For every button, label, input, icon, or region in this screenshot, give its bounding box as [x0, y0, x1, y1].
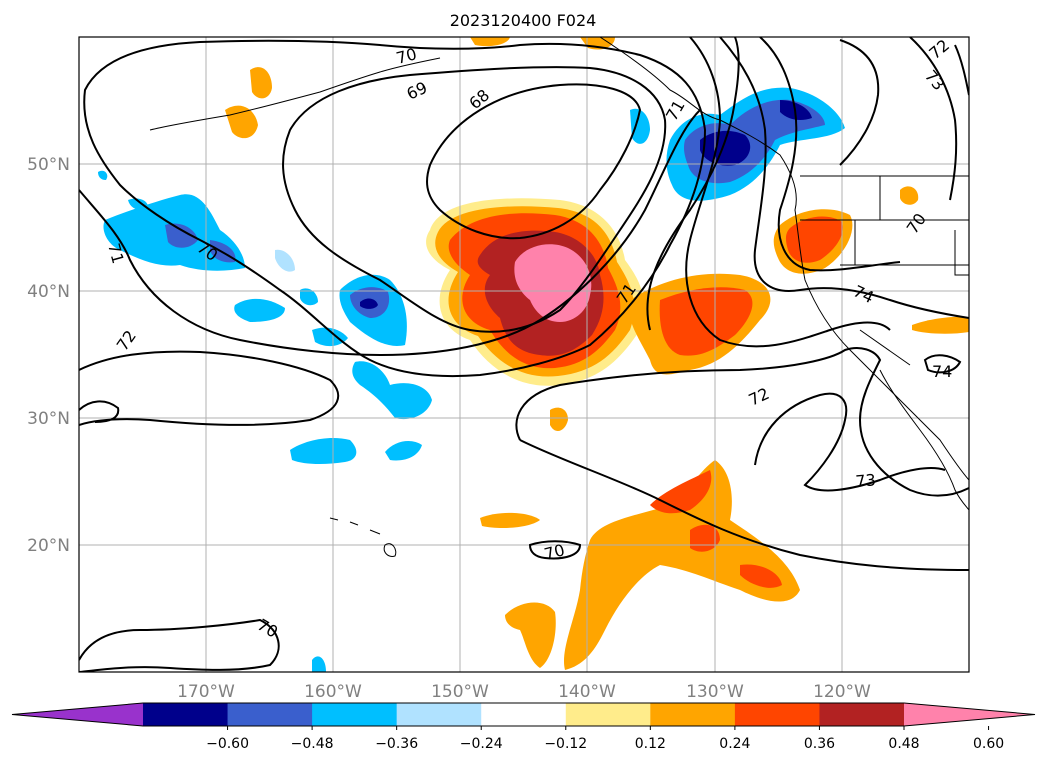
colorbar-segment	[312, 703, 398, 726]
cold-anomaly-west-10	[300, 288, 318, 306]
colorbar-extend-max	[904, 703, 1035, 726]
colorbar-segment	[565, 703, 651, 726]
contour-72	[79, 350, 340, 426]
colorbar-tick-label: 0.48	[888, 736, 919, 752]
colorbar-tick-label: 0.60	[973, 736, 1004, 752]
colorbar-tick-label: 0.24	[719, 736, 750, 752]
contour-69	[282, 66, 667, 333]
cold-anomaly-west-2-navy	[360, 298, 378, 309]
contour-label: 73	[855, 470, 877, 491]
colorbar-tick-label: −0.36	[375, 736, 418, 752]
contour-outer-south	[519, 439, 969, 571]
cold-anomaly-west-9	[275, 249, 295, 272]
colorbar-segment	[227, 703, 313, 726]
graticule	[79, 37, 969, 672]
contour-74-east	[923, 354, 962, 374]
lat-tick-label: 20°N	[27, 536, 70, 556]
colorbar-tick-label: −0.48	[291, 736, 334, 752]
contour-74	[719, 37, 969, 319]
contour-73-south	[754, 392, 946, 492]
cold-anomaly-bc-navy	[700, 100, 812, 166]
map-panel: 70 73 69 68 71 70 71 72 71 74 72 74 73 7…	[78, 36, 970, 673]
cold-anomaly-west-7	[385, 440, 422, 461]
contour-68	[426, 83, 642, 240]
lon-tick-label: 160°W	[304, 682, 362, 702]
longitude-labels: 170°W 160°W 150°W 140°W 130°W 120°W	[177, 682, 871, 702]
colorbar-segment	[396, 703, 482, 726]
lon-tick-label: 140°W	[558, 682, 616, 702]
lon-tick-label: 150°W	[431, 682, 489, 702]
figure-title: 2023120400 F024	[450, 11, 597, 30]
contour-75	[759, 37, 901, 272]
coastline-hawaii	[329, 517, 397, 557]
coastline-aleutians	[149, 57, 441, 131]
warm-anomaly-north-1	[250, 67, 272, 99]
cold-anomaly-west-6	[290, 438, 357, 465]
colorbar-segment	[734, 703, 820, 726]
contour-label: 71	[104, 241, 128, 266]
warm-anomaly-small-1	[480, 512, 540, 528]
contour-70	[83, 39, 707, 378]
warm-anomaly-nevada	[900, 186, 919, 205]
lat-tick-label: 40°N	[27, 282, 70, 302]
contour-72b	[646, 37, 740, 331]
state-borders	[800, 175, 969, 366]
lat-tick-label: 30°N	[27, 409, 70, 429]
cold-anomaly-west-8	[630, 108, 650, 144]
contour-label: 70	[394, 44, 419, 68]
contour-70-small	[528, 540, 582, 560]
colorbar-tick-label: 0.36	[804, 736, 835, 752]
anomaly-shading	[98, 37, 969, 672]
colorbar-segment	[481, 703, 567, 726]
latitude-labels: 50°N 40°N 30°N 20°N	[27, 155, 70, 556]
colorbar-tick-label: 0.12	[635, 736, 666, 752]
coastlines	[149, 37, 969, 557]
coastline-north-america	[599, 37, 969, 481]
contour-south-arc	[515, 347, 969, 497]
contour-73	[685, 37, 891, 348]
colorbar-tick-label: −0.12	[544, 736, 587, 752]
warm-anomaly-east-band-red	[659, 287, 753, 356]
contour-70-south	[79, 618, 280, 672]
contour-outer-north	[839, 37, 969, 201]
cold-anomaly-west-1-blue	[165, 223, 236, 263]
warm-anomaly-north-3	[470, 37, 615, 50]
colorbar-tick-label: −0.60	[206, 736, 249, 752]
warm-anomaly-central-pink	[514, 244, 592, 322]
map-frame	[78, 36, 970, 673]
colorbar-segment	[143, 703, 229, 726]
colorbar-segment	[650, 703, 736, 726]
colorbar-extend-min	[12, 703, 143, 726]
cold-anomaly-west-4	[312, 327, 348, 347]
lat-tick-label: 50°N	[27, 155, 70, 175]
contour-label: 74	[932, 362, 952, 381]
cold-anomaly-west-3	[234, 298, 285, 322]
colorbar-tick-label: −0.24	[460, 736, 503, 752]
colorbar-outline	[11, 702, 1036, 727]
warm-anomaly-southwest	[505, 602, 556, 668]
contour-label: 70	[542, 540, 567, 564]
lon-tick-label: 170°W	[177, 682, 235, 702]
coastline-baja	[879, 369, 969, 511]
warm-anomaly-south-red	[650, 470, 782, 588]
colorbar-segment	[819, 703, 905, 726]
lon-tick-label: 120°W	[813, 682, 871, 702]
contour-71	[79, 109, 701, 357]
warm-anomaly-baja	[912, 316, 969, 334]
cold-anomaly-west-5	[352, 361, 432, 420]
lon-tick-label: 130°W	[686, 682, 744, 702]
contour-lines	[79, 37, 969, 672]
cold-anomaly-south-1	[312, 656, 326, 672]
warm-anomaly-small-2	[550, 407, 568, 432]
colorbar: −0.60 −0.48 −0.36 −0.24 −0.12 0.12 0.24 0.36 0.4…	[11, 702, 1036, 752]
warm-anomaly-south	[563, 460, 800, 670]
cold-anomaly-west-11	[98, 170, 149, 211]
